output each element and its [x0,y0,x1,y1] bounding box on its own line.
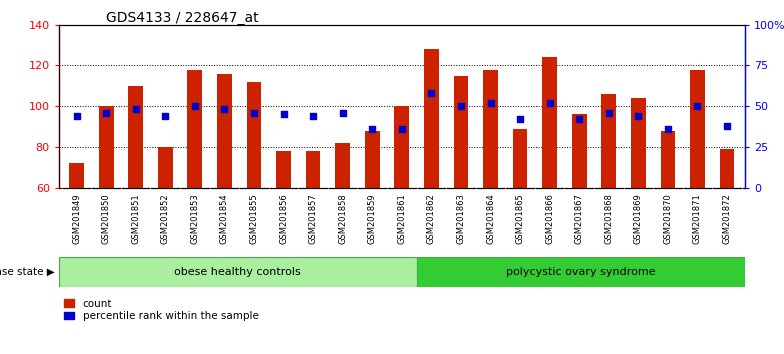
Legend: count, percentile rank within the sample: count, percentile rank within the sample [64,299,259,321]
Point [218,107,230,112]
Point [514,116,526,122]
Text: GSM201858: GSM201858 [338,193,347,244]
Text: GSM201855: GSM201855 [249,193,259,244]
Text: GSM201866: GSM201866 [545,193,554,244]
Bar [661,131,675,188]
Bar [454,76,468,188]
Bar [690,70,705,188]
Bar [483,70,498,188]
Bar [394,106,409,188]
Bar [217,74,232,188]
Bar [158,147,172,188]
Text: GSM201872: GSM201872 [723,193,731,244]
Text: GSM201851: GSM201851 [131,193,140,244]
Bar [276,151,291,188]
Point [662,126,674,132]
Point [100,110,112,115]
Point [395,126,408,132]
Text: GSM201869: GSM201869 [633,193,643,244]
Text: GDS4133 / 228647_at: GDS4133 / 228647_at [106,11,259,25]
Bar [59,257,417,287]
Bar [129,86,143,188]
Point [455,103,467,109]
Bar [601,94,616,188]
Point [278,112,290,117]
Text: GSM201856: GSM201856 [279,193,288,244]
Point [632,113,644,119]
Text: GSM201865: GSM201865 [516,193,524,244]
Bar [365,131,379,188]
Point [720,123,733,129]
Text: GSM201861: GSM201861 [397,193,406,244]
Text: GSM201871: GSM201871 [693,193,702,244]
Point [336,110,349,115]
Text: GSM201867: GSM201867 [575,193,584,244]
Bar [99,106,114,188]
Text: GSM201863: GSM201863 [456,193,466,244]
Bar [306,151,321,188]
Bar [572,114,586,188]
Text: GSM201857: GSM201857 [309,193,318,244]
Bar [69,163,84,188]
Point [129,107,142,112]
Bar [543,57,557,188]
Text: GSM201854: GSM201854 [220,193,229,244]
Text: GSM201862: GSM201862 [426,193,436,244]
Point [366,126,379,132]
Text: disease state ▶: disease state ▶ [0,267,55,277]
Point [248,110,260,115]
Text: GSM201853: GSM201853 [191,193,199,244]
Point [307,113,319,119]
Bar [336,143,350,188]
Text: GSM201864: GSM201864 [486,193,495,244]
Point [425,90,437,96]
Text: GSM201849: GSM201849 [72,193,81,244]
Point [159,113,172,119]
Text: GSM201868: GSM201868 [604,193,613,244]
Bar [417,257,745,287]
Bar [187,70,202,188]
Bar [631,98,646,188]
Point [71,113,83,119]
Text: GSM201870: GSM201870 [663,193,673,244]
Point [188,103,201,109]
Point [485,100,497,106]
Point [543,100,556,106]
Point [691,103,704,109]
Text: GSM201852: GSM201852 [161,193,170,244]
Bar [513,129,528,188]
Point [573,116,586,122]
Point [603,110,615,115]
Text: GSM201859: GSM201859 [368,193,377,244]
Bar [246,82,261,188]
Text: polycystic ovary syndrome: polycystic ovary syndrome [506,267,655,277]
Text: obese healthy controls: obese healthy controls [174,267,301,277]
Bar [424,49,439,188]
Text: GSM201850: GSM201850 [102,193,111,244]
Bar [720,149,735,188]
